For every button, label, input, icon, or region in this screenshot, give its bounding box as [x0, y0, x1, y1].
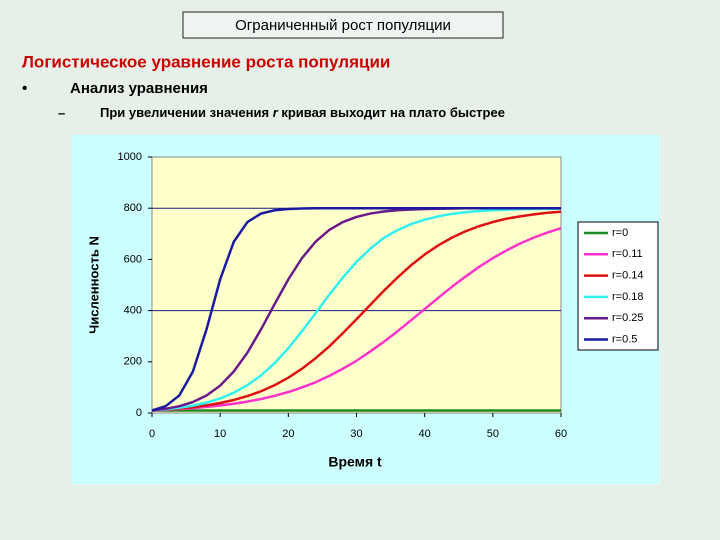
dash: –	[58, 105, 65, 120]
legend	[577, 221, 659, 351]
text-part: кривая выходит на плато быстрее	[278, 105, 505, 120]
legend-label: r=0.14	[612, 270, 644, 282]
line-series	[151, 226, 562, 412]
title-box	[182, 11, 504, 39]
y-tick-label: 200	[124, 356, 142, 368]
y-tick-label: 400	[124, 305, 142, 317]
sub-bullet: При увеличении значения r кривая выходит…	[100, 105, 505, 120]
x-tick-label: 60	[555, 428, 567, 440]
x-tick-label: 0	[149, 428, 155, 440]
y-tick-label: 1000	[118, 151, 142, 163]
bullet: Анализ уравнения	[70, 80, 208, 97]
text-part: r	[273, 105, 279, 120]
line-series	[151, 210, 562, 412]
legend-label: r=0.25	[612, 312, 644, 324]
text-part: При увеличении значения	[100, 105, 273, 120]
line-series	[151, 207, 561, 412]
x-tick-label: 50	[487, 428, 499, 440]
legend-label: r=0.11	[612, 248, 643, 260]
bullet-marker: •	[22, 80, 27, 97]
x-tick-label: 20	[282, 428, 294, 440]
x-tick-label: 10	[214, 428, 226, 440]
y-tick-label: 800	[124, 202, 142, 214]
plot-area	[151, 156, 562, 414]
x-tick-label: 40	[419, 428, 431, 440]
legend-label: r=0	[612, 227, 628, 239]
y-tick-label: 600	[124, 253, 142, 265]
heading: Логистическое уравнение роста популяции	[22, 52, 390, 71]
y-axis-label: Численность N	[86, 236, 101, 334]
plot: 0 200 400 600 800 1000 0 10 20 30 40 50 60 r=0 r=0.11 r…	[118, 151, 644, 440]
legend-label: r=0.18	[612, 291, 644, 303]
x-axis-label: Время t	[328, 454, 382, 470]
legend-label: r=0.5	[612, 333, 637, 345]
y-tick-label: 0	[136, 407, 142, 419]
line-series	[151, 206, 561, 412]
x-tick-label: 30	[350, 428, 362, 440]
slide-title: Ограниченный рост популяции	[235, 17, 451, 34]
